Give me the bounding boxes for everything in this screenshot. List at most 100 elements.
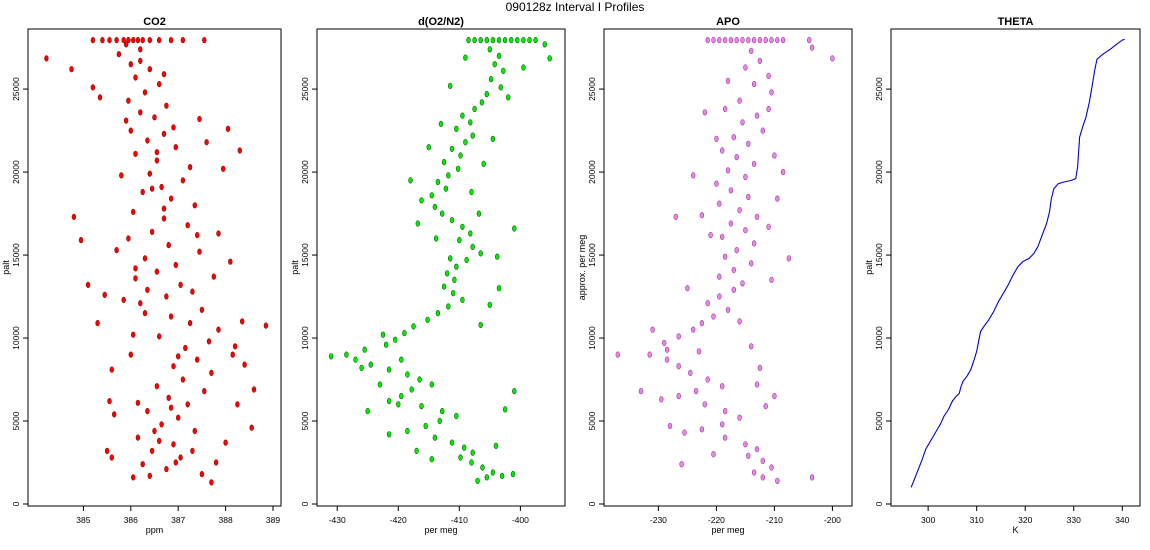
data-point: [464, 256, 469, 264]
data-point: [711, 36, 716, 44]
data-point: [440, 408, 445, 415]
data-point: [763, 403, 768, 410]
data-point: [766, 105, 771, 113]
data-point: [377, 381, 383, 388]
plot-frame: [27, 28, 282, 507]
y-tick-label: 5000: [11, 411, 21, 430]
data-point: [419, 403, 424, 410]
data-point: [722, 36, 728, 44]
data-point: [164, 102, 169, 109]
data-point: [97, 94, 103, 101]
data-point: [763, 36, 768, 44]
data-point: [506, 94, 511, 101]
data-point: [673, 213, 678, 220]
data-point: [478, 36, 483, 44]
data-point: [495, 253, 500, 260]
data-point: [235, 401, 240, 408]
y-tick-label: 10000: [874, 326, 884, 350]
data-point: [466, 36, 471, 44]
data-point: [769, 36, 774, 44]
data-point: [748, 47, 754, 55]
data-point: [757, 364, 763, 372]
data-point: [123, 117, 129, 124]
data-point: [107, 398, 112, 405]
data-point: [754, 112, 760, 119]
data-point: [166, 394, 171, 401]
data-point: [180, 177, 186, 184]
data-point: [719, 233, 725, 240]
panel-title: d(O2/N2): [418, 16, 464, 28]
data-point: [171, 363, 176, 370]
data-point: [490, 135, 496, 142]
data-point: [168, 36, 174, 44]
data-point: [458, 152, 463, 159]
data-point: [131, 474, 136, 481]
data-point: [470, 449, 475, 456]
data-point: [452, 276, 457, 284]
data-point: [699, 320, 705, 327]
data-point: [251, 386, 257, 393]
data-point: [180, 376, 186, 383]
data-point: [722, 105, 728, 113]
data-point: [213, 459, 219, 466]
data-point: [512, 388, 517, 395]
data-point: [159, 421, 164, 428]
data-point: [731, 134, 736, 141]
data-point: [121, 36, 126, 44]
data-point: [78, 237, 84, 244]
data-point: [444, 270, 450, 277]
data-point: [180, 36, 186, 44]
data-point: [166, 242, 171, 249]
data-point: [168, 195, 174, 202]
data-point: [446, 303, 451, 310]
data-point: [109, 454, 115, 461]
data-point: [676, 363, 681, 370]
y-tick-label: 25000: [874, 77, 884, 101]
data-point: [90, 84, 96, 91]
x-tick-label: -200: [824, 515, 841, 525]
data-point: [216, 326, 221, 333]
data-point: [737, 97, 742, 104]
data-point: [135, 434, 141, 441]
data-point: [690, 326, 696, 333]
data-point: [719, 421, 725, 428]
data-point: [501, 67, 506, 74]
data-point: [754, 381, 760, 388]
x-tick-label: 388: [219, 515, 233, 525]
data-point: [386, 398, 392, 405]
data-point: [123, 41, 129, 48]
data-point: [830, 55, 835, 62]
y-tick-label: 20000: [587, 160, 597, 184]
y-tick-label: 0: [587, 501, 597, 506]
data-point: [772, 393, 777, 400]
data-point: [757, 36, 763, 44]
y-tick-label: 25000: [587, 77, 597, 101]
data-point: [432, 434, 438, 441]
data-point: [353, 356, 358, 363]
y-tick-label: 0: [300, 501, 310, 506]
data-point: [128, 127, 134, 134]
data-point: [488, 75, 494, 83]
data-point: [722, 253, 728, 260]
data-point: [740, 119, 745, 126]
data-point: [740, 36, 745, 44]
data-point: [409, 386, 414, 393]
data-point: [328, 353, 334, 360]
y-axis-label: approx. per meg: [577, 235, 587, 301]
data-point: [405, 427, 410, 435]
data-point: [142, 255, 148, 262]
data-point: [135, 399, 141, 406]
x-axis-label: K: [1012, 525, 1018, 535]
data-point: [138, 300, 143, 307]
data-point: [429, 381, 434, 388]
data-point: [685, 285, 690, 292]
y-tick-label: 15000: [874, 243, 884, 267]
data-point: [380, 331, 386, 338]
data-point: [751, 80, 757, 88]
data-point: [147, 66, 153, 73]
x-tick-label: 387: [171, 515, 185, 525]
data-point: [542, 41, 547, 48]
data-point: [183, 344, 188, 352]
data-point: [766, 72, 771, 79]
